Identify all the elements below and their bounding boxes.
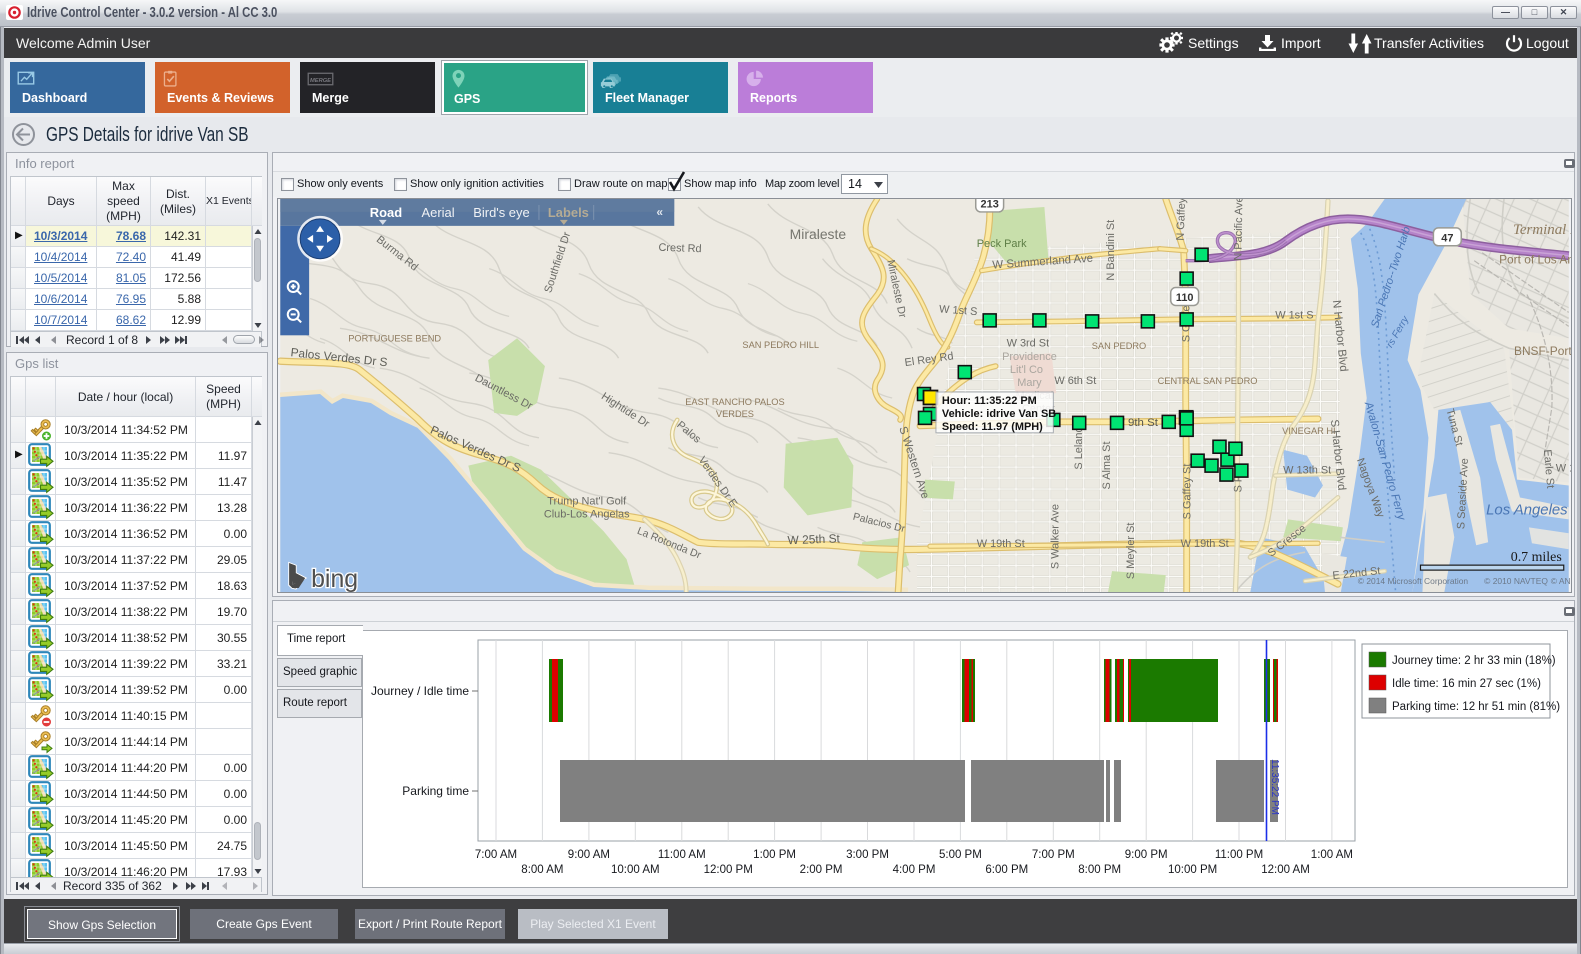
svg-text:N Pacific Ave: N Pacific Ave bbox=[1232, 198, 1245, 261]
svg-text:S Walker Ave: S Walker Ave bbox=[1049, 504, 1061, 569]
svg-text:S Seaside Ave: S Seaside Ave bbox=[1455, 458, 1471, 529]
svg-text:Terminal Is: Terminal Is bbox=[1513, 222, 1572, 238]
svg-text:Port of Los Angel: Port of Los Angel bbox=[1499, 253, 1572, 267]
svg-text:Peck Park: Peck Park bbox=[977, 238, 1027, 250]
svg-text:10:00 PM: 10:00 PM bbox=[1168, 864, 1217, 876]
svg-text:4:00 PM: 4:00 PM bbox=[893, 864, 936, 876]
svg-text:Providence: Providence bbox=[1002, 351, 1057, 363]
svg-text:2:00 PM: 2:00 PM bbox=[800, 864, 843, 876]
svg-text:W 13th St: W 13th St bbox=[1283, 465, 1331, 477]
svg-text:E 22nd St: E 22nd St bbox=[1332, 565, 1381, 582]
svg-text:11:35:22 PM: 11:35:22 PM bbox=[1269, 759, 1280, 815]
svg-text:Miraleste: Miraleste bbox=[790, 226, 847, 242]
svg-text:VINEGAR HI: VINEGAR HI bbox=[1282, 426, 1335, 436]
svg-text:VERDES: VERDES bbox=[716, 409, 754, 419]
svg-text:Club-Los Angelas: Club-Los Angelas bbox=[544, 508, 630, 520]
svg-text:S Gaffey St: S Gaffey St bbox=[1182, 464, 1194, 520]
svg-text:7:00 PM: 7:00 PM bbox=[1032, 849, 1075, 861]
svg-text:47: 47 bbox=[1441, 232, 1453, 244]
svg-text:Labels: Labels bbox=[548, 205, 589, 220]
svg-text:Los Angeles Harb: Los Angeles Harb bbox=[1486, 501, 1572, 518]
svg-text:Speed: 11.97 (MPH): Speed: 11.97 (MPH) bbox=[942, 421, 1043, 433]
svg-text:Idle time: 16 min 27 sec (1%): Idle time: 16 min 27 sec (1%) bbox=[1392, 678, 1541, 690]
svg-text:Aerial: Aerial bbox=[422, 205, 455, 220]
svg-text:12:00 AM: 12:00 AM bbox=[1261, 864, 1310, 876]
svg-text:0.7 miles: 0.7 miles bbox=[1511, 550, 1562, 565]
svg-text:S Meyler St: S Meyler St bbox=[1125, 523, 1137, 580]
svg-text:Earle St: Earle St bbox=[1541, 449, 1556, 489]
svg-text:Lit'l Co: Lit'l Co bbox=[1010, 364, 1043, 376]
svg-text:SAN PEDRO: SAN PEDRO bbox=[1092, 341, 1146, 351]
svg-text:Hour: 11:35:22 PM: Hour: 11:35:22 PM bbox=[942, 395, 1037, 407]
svg-text:CENTRAL SAN PEDRO: CENTRAL SAN PEDRO bbox=[1158, 376, 1258, 386]
svg-text:S P: S P bbox=[1232, 475, 1244, 493]
svg-text:S Alma St: S Alma St bbox=[1101, 441, 1113, 489]
svg-text:W 1st S: W 1st S bbox=[1275, 309, 1313, 321]
svg-text:W 1st S: W 1st S bbox=[939, 303, 978, 318]
svg-text:W 25th St: W 25th St bbox=[787, 531, 840, 547]
svg-text:213: 213 bbox=[981, 198, 999, 210]
svg-text:Crest Rd: Crest Rd bbox=[658, 242, 702, 255]
svg-text:11:00 AM: 11:00 AM bbox=[658, 849, 706, 861]
svg-text:SAN PEDRO HILL: SAN PEDRO HILL bbox=[742, 340, 819, 350]
svg-text:9:00 PM: 9:00 PM bbox=[1125, 849, 1168, 861]
svg-text:W 6th St: W 6th St bbox=[1054, 375, 1096, 387]
svg-text:MERGE: MERGE bbox=[310, 78, 331, 84]
svg-text:Vehicle: idrive Van SB: Vehicle: idrive Van SB bbox=[942, 408, 1056, 420]
svg-text:8:00 PM: 8:00 PM bbox=[1078, 864, 1121, 876]
svg-text:PORTUGUESE BEND: PORTUGUESE BEND bbox=[348, 333, 441, 343]
svg-text:N Bandini St: N Bandini St bbox=[1105, 220, 1117, 281]
svg-text:5:00 PM: 5:00 PM bbox=[939, 849, 982, 861]
svg-text:© AND: © AND bbox=[1551, 576, 1572, 586]
svg-text:3:00 PM: 3:00 PM bbox=[846, 849, 889, 861]
svg-text:7:00 AM: 7:00 AM bbox=[475, 849, 517, 861]
svg-text:bing: bing bbox=[311, 565, 358, 593]
svg-text:9:00 AM: 9:00 AM bbox=[568, 849, 610, 861]
svg-text:Bird's eye: Bird's eye bbox=[473, 205, 529, 220]
svg-text:Parking time: Parking time bbox=[402, 784, 469, 798]
svg-text:S Leland: S Leland bbox=[1073, 426, 1085, 469]
svg-text:«: « bbox=[656, 205, 663, 219]
svg-text:110: 110 bbox=[1176, 292, 1194, 304]
svg-text:Journey time: 2 hr 33 min (18%: Journey time: 2 hr 33 min (18%) bbox=[1392, 655, 1556, 667]
svg-text:BNSF-Port: BNSF-Port bbox=[1514, 344, 1572, 358]
svg-text:11:00 PM: 11:00 PM bbox=[1215, 849, 1263, 861]
svg-text:© 2010 NAVTEQ: © 2010 NAVTEQ bbox=[1484, 576, 1548, 586]
svg-text:8:00 AM: 8:00 AM bbox=[521, 864, 563, 876]
svg-text:© 2014 Microsoft Corporation: © 2014 Microsoft Corporation bbox=[1358, 576, 1469, 586]
svg-text:W 19th St: W 19th St bbox=[1181, 538, 1229, 550]
svg-text:1:00 PM: 1:00 PM bbox=[753, 849, 796, 861]
svg-text:1:00 AM: 1:00 AM bbox=[1311, 849, 1353, 861]
svg-text:10:00 AM: 10:00 AM bbox=[611, 864, 660, 876]
svg-text:N Gaffey Pl: N Gaffey Pl bbox=[1175, 198, 1189, 241]
svg-text:6:00 PM: 6:00 PM bbox=[985, 864, 1028, 876]
svg-text:W 19th St: W 19th St bbox=[977, 538, 1025, 550]
svg-text:Parking time: 12 hr 51 min (81: Parking time: 12 hr 51 min (81%) bbox=[1392, 701, 1560, 713]
svg-text:W 9th St: W 9th St bbox=[1114, 417, 1159, 429]
svg-text:Road: Road bbox=[370, 205, 402, 220]
svg-text:EAST RANCHO PALOS: EAST RANCHO PALOS bbox=[685, 397, 784, 407]
svg-text:Mary: Mary bbox=[1017, 377, 1042, 389]
svg-text:Journey / Idle time: Journey / Idle time bbox=[371, 684, 469, 698]
svg-text:W 3rd St: W 3rd St bbox=[1007, 337, 1050, 349]
svg-text:12:00 PM: 12:00 PM bbox=[704, 864, 753, 876]
svg-text:Trump Nat'l Golf: Trump Nat'l Golf bbox=[547, 495, 627, 507]
svg-text:W 13: W 13 bbox=[1556, 463, 1572, 475]
